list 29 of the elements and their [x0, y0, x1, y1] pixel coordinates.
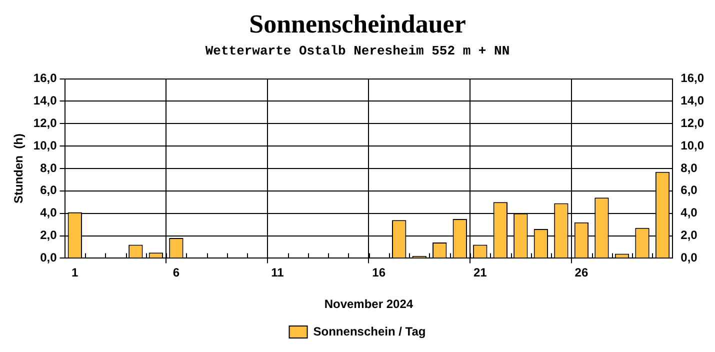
- x-tick-label: 21: [473, 266, 488, 280]
- y2-tick-label: 4,0: [680, 206, 698, 220]
- x-tick-label: 6: [172, 266, 180, 280]
- y-tick-label: 14,0: [33, 94, 58, 108]
- y2-tick-label: 10,0: [680, 138, 704, 152]
- x-tick-label: 16: [372, 266, 386, 280]
- y-tick-label: 16,0: [33, 71, 58, 86]
- x-tick-label: 11: [271, 266, 284, 280]
- y-tick-label: 10,0: [33, 138, 58, 152]
- y2-tick-label: 14,0: [680, 94, 704, 108]
- y-tick-label: 12,0: [33, 116, 58, 130]
- y-tick-label: 6,0: [40, 183, 58, 198]
- x-axis-title: November 2024: [324, 297, 414, 312]
- y2-tick-label: 16,0: [680, 71, 704, 86]
- y-tick-label: 0,0: [40, 250, 58, 265]
- chart-subtitle: Wetterwarte Ostalb Neresheim 552 m + NN: [205, 43, 510, 58]
- x-tick-label: 26: [574, 266, 588, 280]
- y2-tick-label: 2,0: [680, 228, 698, 242]
- y2-tick-label: 12,0: [680, 116, 704, 130]
- x-tick-label: 1: [72, 266, 79, 280]
- y-tick-label: 4,0: [40, 206, 58, 220]
- y-tick-label: 8,0: [40, 160, 58, 175]
- y2-tick-label: 8,0: [680, 160, 698, 175]
- y-tick-label: 2,0: [40, 228, 58, 242]
- chart-title: Sonnenscheindauer: [249, 9, 466, 38]
- y-axis-title: Stunden (h): [12, 134, 26, 204]
- y2-tick-label: 6,0: [680, 183, 698, 198]
- y2-tick-label: 0,0: [680, 250, 698, 265]
- legend-label: Sonnenschein / Tag: [313, 324, 426, 338]
